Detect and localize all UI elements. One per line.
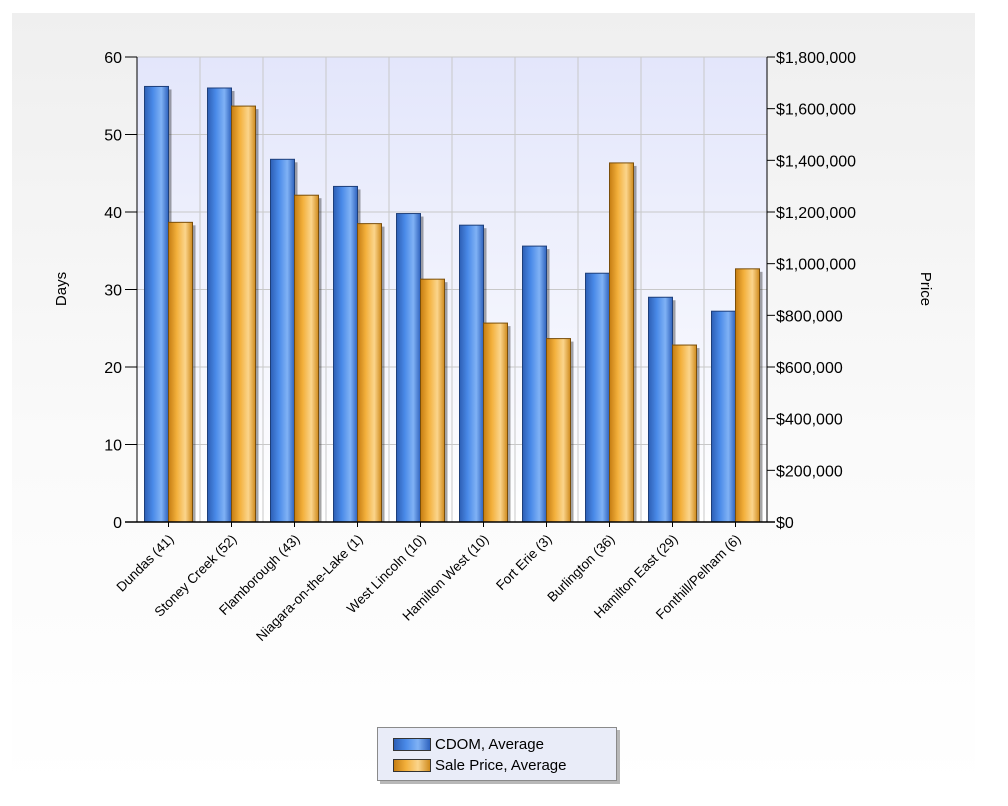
x-tick-label: Fort Erie (3) bbox=[493, 532, 555, 594]
bar-sale-price bbox=[483, 322, 508, 523]
y2-tick-label: $1,600,000 bbox=[776, 102, 856, 119]
bar-cdom bbox=[585, 272, 610, 523]
y-tick-label: 10 bbox=[104, 438, 122, 455]
bar-cdom bbox=[648, 296, 673, 523]
bar-sale-price bbox=[231, 105, 256, 523]
bar-cdom bbox=[207, 87, 232, 523]
bar-group bbox=[144, 85, 763, 523]
bar-cdom bbox=[270, 158, 295, 523]
y2-tick-label: $0 bbox=[776, 515, 794, 532]
bar-cdom bbox=[396, 213, 421, 523]
y-tick-label: 40 bbox=[104, 205, 122, 222]
y-tick-label: 0 bbox=[113, 515, 122, 532]
y-tick-label: 50 bbox=[104, 128, 122, 145]
legend-item-cdom: CDOM, Average bbox=[393, 735, 544, 753]
bar-sale-price bbox=[294, 194, 319, 523]
legend-item-sale-price: Sale Price, Average bbox=[393, 756, 566, 774]
bar-sale-price bbox=[546, 338, 571, 523]
legend-label-cdom: CDOM, Average bbox=[435, 735, 544, 753]
y2-tick-label: $1,000,000 bbox=[776, 257, 856, 274]
y-tick-label: 30 bbox=[104, 283, 122, 300]
bar-cdom bbox=[333, 185, 358, 523]
bar-sale-price bbox=[609, 162, 634, 523]
bar-cdom bbox=[711, 310, 736, 523]
bar-cdom bbox=[522, 245, 547, 523]
bar-sale-price bbox=[357, 223, 382, 523]
y2-tick-label: $400,000 bbox=[776, 412, 843, 429]
legend-label-sale-price: Sale Price, Average bbox=[435, 756, 567, 774]
x-tick-label: Dundas (41) bbox=[113, 532, 176, 595]
bar-sale-price bbox=[420, 278, 445, 523]
y2-axis-title: Price bbox=[917, 272, 934, 306]
y2-tick-label: $1,800,000 bbox=[776, 50, 856, 67]
y-tick-label: 60 bbox=[104, 50, 122, 67]
bar-sale-price bbox=[168, 221, 193, 523]
y-axis-title: Days bbox=[53, 272, 70, 306]
y2-tick-label: $1,200,000 bbox=[776, 205, 856, 222]
y-tick-label: 20 bbox=[104, 360, 122, 377]
bar-cdom bbox=[144, 85, 169, 523]
y2-tick-label: $600,000 bbox=[776, 360, 843, 377]
x-tick-label: Niagara-on-the-Lake (1) bbox=[253, 532, 365, 644]
legend: CDOM, Average Sale Price, Average bbox=[377, 727, 617, 781]
bar-cdom bbox=[459, 224, 484, 523]
y2-tick-label: $1,400,000 bbox=[776, 153, 856, 170]
y2-tick-label: $800,000 bbox=[776, 308, 843, 325]
bar-sale-price bbox=[672, 344, 697, 523]
axes bbox=[125, 56, 775, 527]
legend-swatch-cdom bbox=[393, 737, 431, 751]
bar-sale-price bbox=[735, 268, 760, 523]
y2-tick-label: $200,000 bbox=[776, 463, 843, 480]
legend-swatch-sale-price bbox=[393, 758, 431, 772]
